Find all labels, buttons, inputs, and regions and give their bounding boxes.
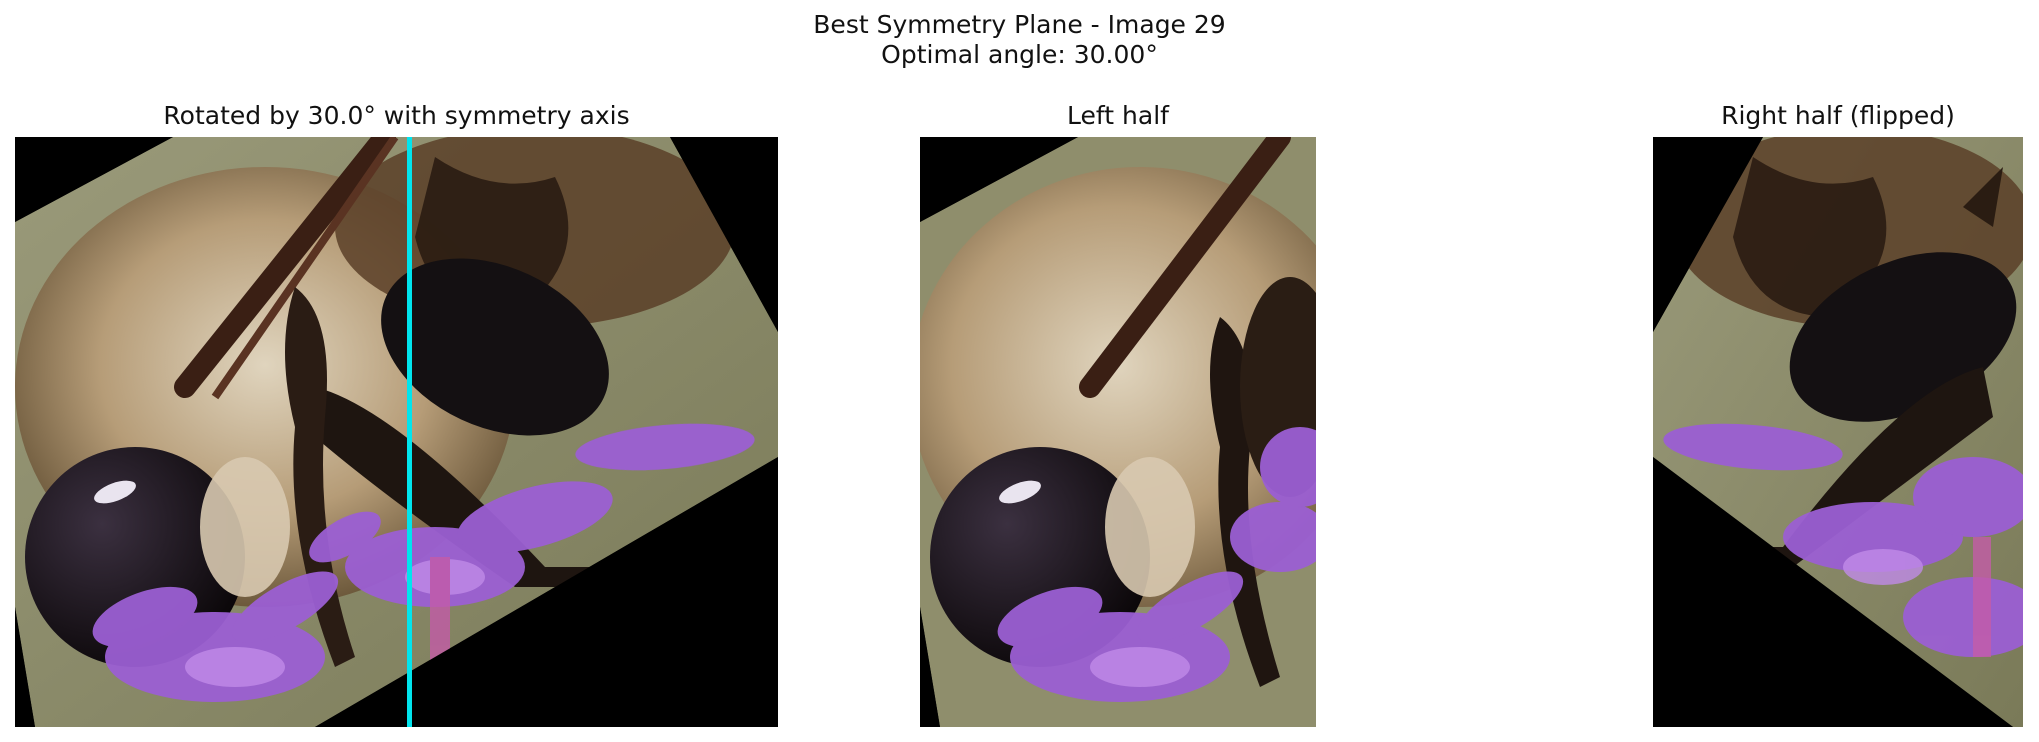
panel-title-right-half: Right half (flipped) <box>1721 101 1955 130</box>
figure-title: Best Symmetry Plane - Image 29 Optimal a… <box>0 10 2039 70</box>
figure-title-line2: Optimal angle: 30.00° <box>881 40 1158 69</box>
bee-on-flower-rotated-icon <box>15 137 778 727</box>
rotated-image-panel <box>15 137 778 727</box>
panel-title-rotated: Rotated by 30.0° with symmetry axis <box>163 101 630 130</box>
panel-title-left-half: Left half <box>1067 101 1169 130</box>
left-half-panel <box>920 137 1316 727</box>
bee-left-half-icon <box>920 137 1316 727</box>
bee-right-half-flipped-icon <box>1653 137 2023 727</box>
figure-title-line1: Best Symmetry Plane - Image 29 <box>813 10 1226 39</box>
symmetry-axis-line <box>407 137 412 727</box>
right-half-flipped-panel <box>1653 137 2023 727</box>
